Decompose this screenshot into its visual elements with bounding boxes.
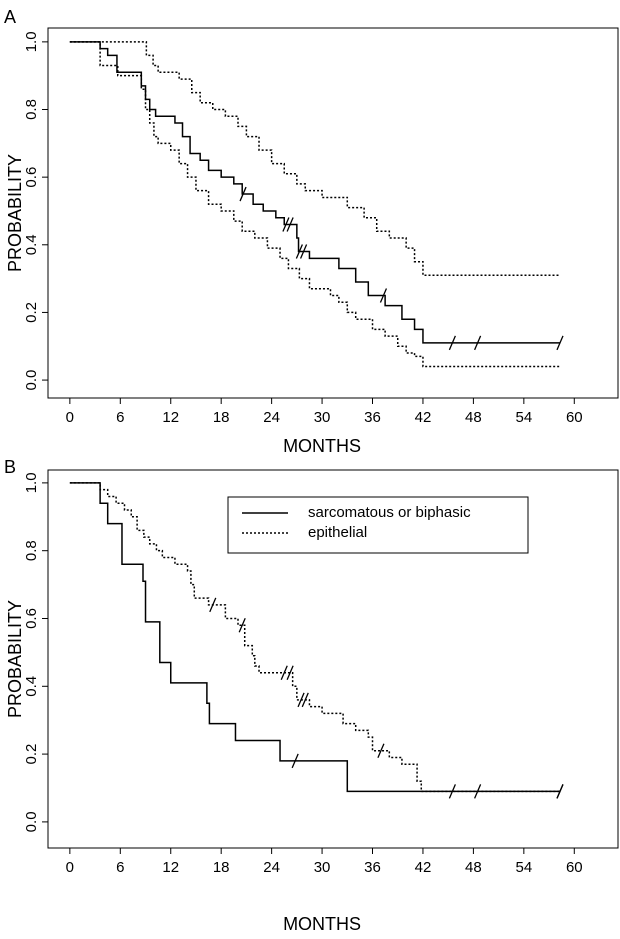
y-tick-label: 0.2 bbox=[23, 744, 40, 765]
survival-curve bbox=[69, 41, 560, 368]
y-tick-label: 0.6 bbox=[23, 608, 40, 629]
y-axis-label: PROBABILITY bbox=[5, 154, 25, 272]
censor-mark bbox=[474, 335, 482, 351]
x-tick-label: 36 bbox=[364, 859, 381, 876]
y-tick-label: 1.0 bbox=[23, 31, 40, 52]
censor-mark bbox=[239, 186, 247, 202]
censor-mark bbox=[448, 335, 456, 351]
x-tick-label: 18 bbox=[213, 409, 230, 426]
censor-mark bbox=[556, 784, 564, 799]
x-tick-label: 6 bbox=[116, 859, 124, 876]
x-tick-label: 48 bbox=[465, 409, 482, 426]
censor-mark bbox=[448, 784, 456, 799]
censor-mark bbox=[379, 288, 388, 303]
x-tick-label: 6 bbox=[116, 409, 124, 426]
censor-mark bbox=[297, 692, 305, 708]
censor-mark bbox=[377, 743, 385, 758]
y-tick-label: 0.8 bbox=[23, 99, 40, 120]
y-tick-label: 0.0 bbox=[23, 370, 40, 391]
censor-mark bbox=[301, 692, 309, 708]
censor-mark bbox=[291, 753, 299, 769]
censor-mark bbox=[282, 217, 290, 232]
survival-curve bbox=[69, 41, 560, 276]
x-tick-label: 24 bbox=[263, 859, 280, 876]
x-tick-label: 0 bbox=[66, 409, 74, 426]
legend-box bbox=[227, 496, 529, 554]
survival-curve bbox=[69, 41, 560, 344]
x-tick-label: 42 bbox=[415, 409, 432, 426]
censor-mark bbox=[299, 244, 308, 259]
panel-label: B bbox=[4, 457, 16, 477]
censor-mark bbox=[280, 665, 288, 680]
x-tick-label: 48 bbox=[465, 859, 482, 876]
y-axis-label: PROBABILITY bbox=[5, 600, 25, 718]
x-tick-label: 30 bbox=[314, 859, 331, 876]
y-tick-label: 0.4 bbox=[23, 676, 40, 697]
x-tick-label: 12 bbox=[162, 409, 179, 426]
y-tick-label: 0.8 bbox=[23, 540, 40, 561]
y-tick-label: 0.0 bbox=[23, 811, 40, 832]
y-tick-label: 0.4 bbox=[23, 234, 40, 255]
legend-label: sarcomatous or biphasic bbox=[308, 504, 471, 521]
panel-label: A bbox=[4, 7, 16, 27]
plot-frame bbox=[47, 27, 619, 399]
censor-mark bbox=[556, 335, 564, 351]
x-tick-label: 36 bbox=[364, 409, 381, 426]
censor-mark bbox=[474, 784, 482, 799]
x-tick-label: 60 bbox=[566, 859, 583, 876]
x-tick-label: 30 bbox=[314, 409, 331, 426]
censor-mark bbox=[209, 597, 217, 613]
survival-curve bbox=[69, 482, 560, 793]
x-axis-label: MONTHS bbox=[283, 436, 361, 456]
x-tick-label: 0 bbox=[66, 859, 74, 876]
censor-mark bbox=[295, 244, 303, 259]
x-tick-label: 60 bbox=[566, 409, 583, 426]
x-tick-label: 18 bbox=[213, 859, 230, 876]
censor-mark bbox=[286, 217, 294, 232]
plot-frame bbox=[47, 469, 619, 849]
x-tick-label: 12 bbox=[162, 859, 179, 876]
x-tick-label: 42 bbox=[415, 859, 432, 876]
legend-label: epithelial bbox=[308, 524, 367, 541]
x-tick-label: 54 bbox=[515, 859, 532, 876]
censor-mark bbox=[238, 618, 246, 633]
y-tick-label: 1.0 bbox=[23, 472, 40, 493]
y-tick-label: 0.6 bbox=[23, 167, 40, 188]
censor-mark bbox=[286, 665, 294, 680]
x-tick-label: 24 bbox=[263, 409, 280, 426]
y-tick-label: 0.2 bbox=[23, 302, 40, 323]
x-axis-label: MONTHS bbox=[283, 914, 361, 934]
x-tick-label: 54 bbox=[515, 409, 532, 426]
